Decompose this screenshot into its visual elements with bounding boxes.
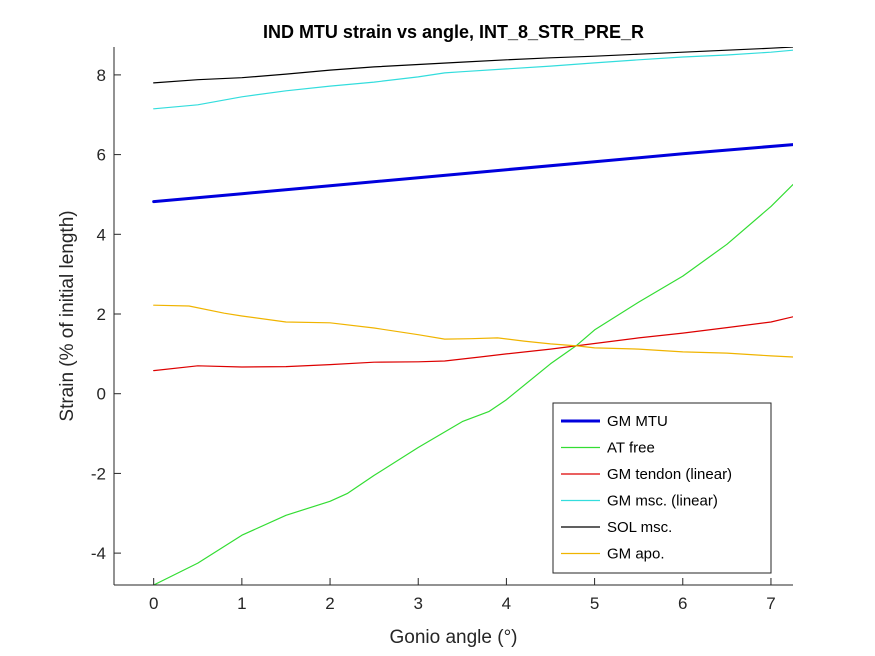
- x-tick-label: 1: [237, 594, 246, 613]
- legend-label: AT free: [607, 440, 655, 457]
- y-axis-label: Strain (% of initial length): [57, 210, 78, 421]
- x-tick-label: 2: [325, 594, 334, 613]
- series-line-5: [153, 47, 793, 84]
- chart-title: IND MTU strain vs angle, INT_8_STR_PRE_R: [263, 22, 644, 42]
- series-line-3: [153, 316, 793, 372]
- y-tick-label: -2: [91, 464, 106, 483]
- axes-layer: [113, 47, 793, 586]
- legend-label: GM tendon (linear): [607, 466, 732, 483]
- series-line-4: [153, 49, 793, 110]
- y-tick-label: 6: [97, 146, 106, 165]
- y-tick-label: 8: [97, 66, 106, 85]
- y-tick-label: 4: [97, 225, 106, 244]
- y-tick-label: 2: [97, 305, 106, 324]
- legend-label: GM msc. (linear): [607, 493, 718, 510]
- legend: GM MTU AT free GM tendon (linear) GM msc. (…: [552, 402, 772, 574]
- legend-box: [552, 402, 772, 574]
- ticks-layer: 0 1 2 3 4 5 6 7 -4 -2 0 2 4 6 8: [91, 66, 776, 613]
- x-tick-label: 7: [766, 594, 775, 613]
- y-tick-label: 0: [97, 385, 106, 404]
- legend-label: GM apo.: [607, 546, 665, 563]
- x-tick-label: 4: [502, 594, 511, 613]
- x-tick-label: 6: [678, 594, 687, 613]
- x-tick-label: 5: [590, 594, 599, 613]
- y-tick-label: -4: [91, 544, 106, 563]
- series-layer: [152, 47, 793, 585]
- x-tick-label: 3: [413, 594, 422, 613]
- legend-label: SOL msc.: [607, 519, 672, 536]
- series-line-2: [153, 183, 793, 585]
- legend-label: GM MTU: [607, 413, 668, 430]
- series-line-6: [153, 304, 793, 358]
- x-axis-label: Gonio angle (°): [390, 627, 518, 648]
- series-line-1: [152, 143, 793, 204]
- legend-items: GM MTU AT free GM tendon (linear) GM msc. (…: [561, 413, 732, 563]
- x-tick-label: 0: [149, 594, 158, 613]
